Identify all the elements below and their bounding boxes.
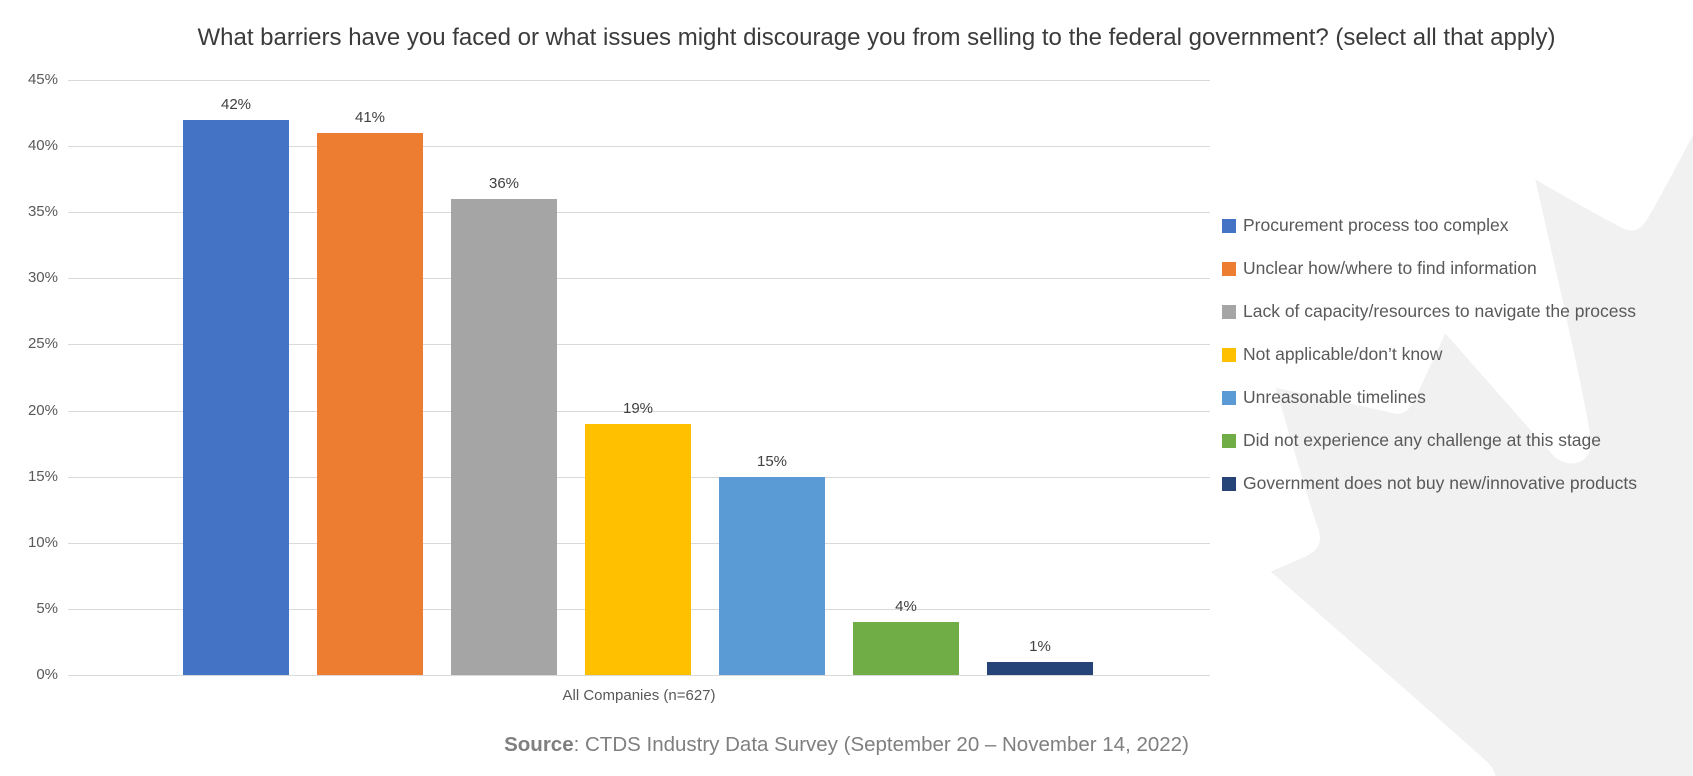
y-axis: 0% 5% 10% 15% 20% 25% 30% 35% 40% 45% (0, 71, 58, 683)
legend-label: Government does not buy new/innovative p… (1243, 473, 1637, 493)
bar-value-label-2: 41% (354, 109, 386, 126)
legend-item-1: Procurement process too complex (1222, 204, 1637, 247)
y-tick-label-25: 25% (27, 335, 58, 352)
bar-value-label-6: 4% (895, 598, 917, 615)
legend-item-4: Not applicable/don’t know (1222, 333, 1637, 376)
legend-item-7: Government does not buy new/innovative p… (1222, 462, 1637, 505)
y-tick-label-30: 30% (27, 269, 58, 286)
chart-title: What barriers have you faced or what iss… (197, 24, 1556, 51)
source-line: Source: CTDS Industry Data Survey (Septe… (0, 733, 1693, 757)
legend-swatch-icon (1222, 390, 1236, 405)
gridline-20 (68, 411, 1210, 412)
legend-swatch-icon (1222, 261, 1236, 276)
y-tick-label-20: 20% (27, 402, 58, 419)
legend-label: Unreasonable timelines (1243, 387, 1426, 407)
bar-1 (183, 120, 289, 675)
legend-item-2: Unclear how/where to find information (1222, 247, 1637, 290)
y-tick-label-15: 15% (27, 468, 58, 485)
x-axis-group-label: All Companies (n=627) (562, 687, 716, 704)
y-tick-label-5: 5% (36, 600, 58, 617)
chart-legend: Procurement process too complex Unclear h… (1222, 204, 1637, 505)
bar-6 (853, 622, 959, 675)
legend-label: Lack of capacity/resources to navigate t… (1243, 301, 1636, 321)
bar-value-label-5: 15% (756, 453, 788, 470)
legend-swatch-icon (1222, 433, 1236, 448)
y-tick-label-40: 40% (27, 137, 58, 154)
bar-7 (987, 662, 1093, 675)
legend-swatch-icon (1222, 218, 1236, 233)
bar-2 (317, 133, 423, 675)
gridline-35 (68, 212, 1210, 213)
legend-label: Not applicable/don’t know (1243, 344, 1443, 364)
bar-5 (719, 477, 825, 675)
bar-value-label-4: 19% (622, 400, 654, 417)
legend-swatch-icon (1222, 304, 1236, 319)
gridline-25 (68, 344, 1210, 345)
legend-label: Did not experience any challenge at this… (1243, 430, 1602, 450)
bar-value-label-3: 36% (488, 175, 520, 192)
gridline-40 (68, 146, 1210, 147)
gridline-45 (68, 80, 1210, 81)
bar-3 (451, 199, 557, 675)
y-tick-label-10: 10% (27, 534, 58, 551)
source-prefix: Source (504, 733, 574, 756)
legend-swatch-icon (1222, 476, 1236, 491)
bar-value-label-7: 1% (1029, 638, 1051, 655)
gridline-0 (68, 675, 1210, 676)
plot-area: 42% 41% 36% 19% 15% 4% 1% (68, 80, 1210, 676)
bar-value-label-1: 42% (220, 96, 252, 113)
legend-swatch-icon (1222, 347, 1236, 362)
legend-item-5: Unreasonable timelines (1222, 376, 1637, 419)
legend-label: Procurement process too complex (1243, 215, 1509, 235)
y-tick-label-0: 0% (36, 666, 58, 683)
legend-label: Unclear how/where to find information (1243, 258, 1537, 278)
source-text: : CTDS Industry Data Survey (September 2… (573, 733, 1189, 756)
bar-4 (585, 424, 691, 675)
y-tick-label-45: 45% (27, 71, 58, 88)
y-tick-label-35: 35% (27, 203, 58, 220)
gridline-30 (68, 278, 1210, 279)
legend-item-3: Lack of capacity/resources to navigate t… (1222, 290, 1637, 333)
legend-item-6: Did not experience any challenge at this… (1222, 419, 1637, 462)
